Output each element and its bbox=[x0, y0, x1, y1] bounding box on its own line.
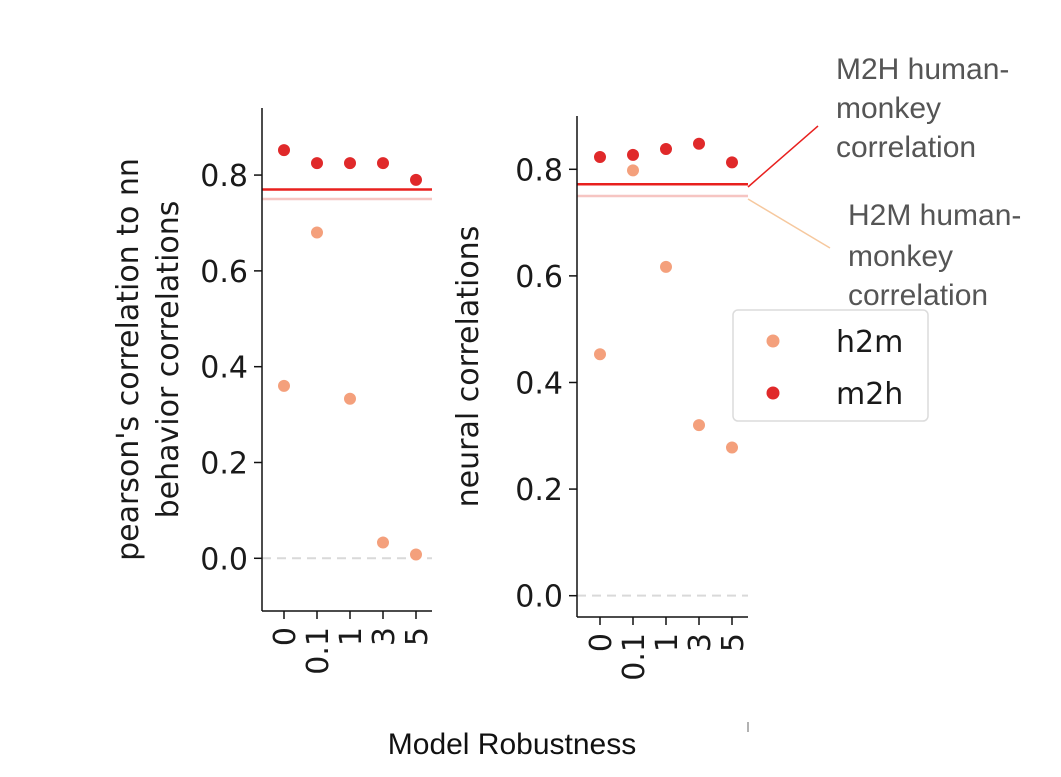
x-tick-label: 3 bbox=[367, 627, 402, 646]
x-tick-label: 3 bbox=[683, 633, 718, 652]
y-tick-label: 0.0 bbox=[515, 580, 563, 615]
h2m-annotation-connector bbox=[747, 198, 831, 249]
point-m2h bbox=[725, 155, 739, 170]
point-h2m bbox=[310, 225, 324, 240]
annotations: M2H human- monkey correlation H2M human-… bbox=[747, 53, 1021, 312]
y-tick-label: 0.4 bbox=[200, 351, 248, 386]
point-m2h bbox=[659, 142, 673, 157]
point-m2h bbox=[626, 147, 640, 162]
y-tick-label: 0.0 bbox=[200, 542, 248, 577]
h2m-annotation-line-2: monkey bbox=[848, 240, 953, 273]
point-h2m bbox=[692, 418, 706, 433]
point-m2h bbox=[310, 156, 324, 171]
point-h2m bbox=[376, 535, 390, 550]
point-m2h bbox=[343, 156, 357, 171]
y-tick-label: 0.6 bbox=[200, 255, 248, 290]
x-tick-label: 0.1 bbox=[617, 633, 652, 681]
x-tick-label: 0.1 bbox=[301, 627, 336, 675]
y-axis-label: pearson's correlation to nn bbox=[111, 158, 146, 561]
m2h-annotation-line-2: monkey bbox=[836, 92, 941, 125]
x-tick-label: 1 bbox=[334, 627, 369, 646]
y-tick-label: 0.4 bbox=[515, 366, 563, 401]
x-tick-label: 5 bbox=[716, 633, 751, 652]
legend-marker-h2m bbox=[766, 334, 780, 348]
point-h2m bbox=[725, 440, 739, 455]
point-m2h bbox=[692, 136, 706, 151]
x-tick-label: 5 bbox=[400, 627, 435, 646]
legend-label-h2m: h2m bbox=[836, 325, 903, 360]
m2h-annotation-line-3: correlation bbox=[836, 131, 976, 164]
legend-marker-m2h bbox=[766, 386, 780, 400]
legend-box bbox=[732, 309, 929, 422]
legend-label-m2h: m2h bbox=[836, 377, 903, 412]
h2m-annotation-line-3: correlation bbox=[848, 279, 988, 312]
point-h2m bbox=[626, 163, 640, 178]
y-tick-label: 0.2 bbox=[200, 446, 248, 481]
point-h2m bbox=[277, 378, 291, 393]
point-m2h bbox=[277, 143, 291, 158]
point-h2m bbox=[659, 259, 673, 274]
y-axis-label: neural correlations bbox=[451, 226, 486, 508]
x-tick-label: 0 bbox=[268, 627, 303, 646]
point-m2h bbox=[409, 172, 423, 187]
point-h2m bbox=[409, 547, 423, 562]
y-tick-label: 0.8 bbox=[515, 153, 563, 188]
legend: h2m m2h bbox=[732, 309, 929, 422]
x-axis-label: Model Robustness bbox=[388, 728, 636, 761]
point-h2m bbox=[593, 347, 607, 362]
x-tick-label: 0 bbox=[584, 633, 619, 652]
x-tick-label: 1 bbox=[650, 633, 685, 652]
y-tick-label: 0.8 bbox=[200, 159, 248, 194]
point-h2m bbox=[343, 391, 357, 406]
h2m-annotation-line-1: H2M human- bbox=[848, 199, 1021, 232]
m2h-annotation-line-1: M2H human- bbox=[836, 53, 1009, 86]
y-tick-label: 0.2 bbox=[515, 473, 563, 508]
point-m2h bbox=[376, 156, 390, 171]
y-axis-label: behavior correlations bbox=[151, 201, 186, 519]
m2h-annotation-connector bbox=[747, 125, 819, 188]
point-m2h bbox=[593, 150, 607, 165]
y-tick-label: 0.6 bbox=[515, 260, 563, 295]
